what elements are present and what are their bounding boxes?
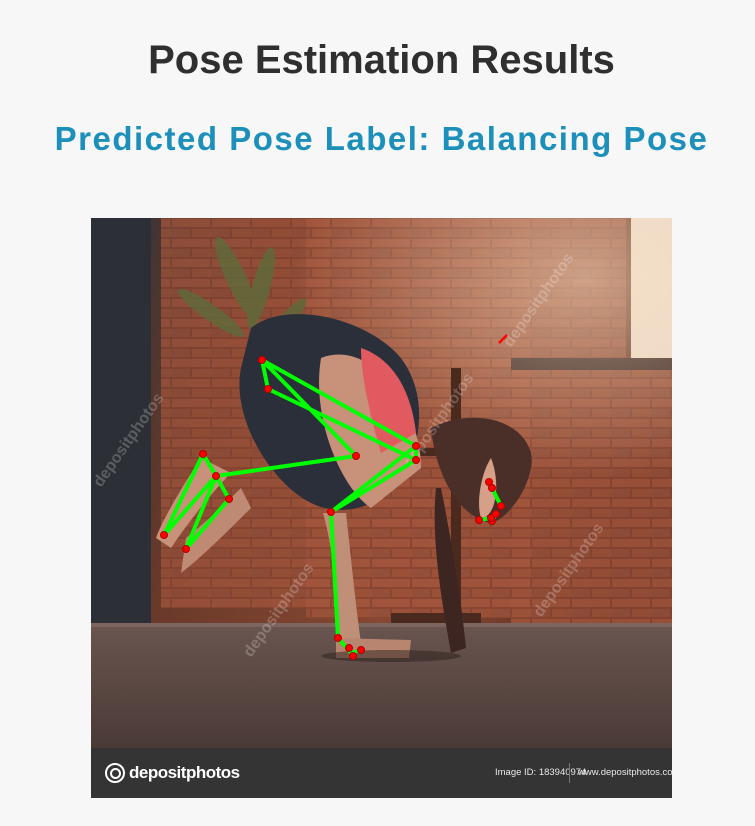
pose-keypoints [160, 356, 505, 660]
image-footer-bar: depositphotos Image ID: 183940974 www.de… [91, 748, 672, 798]
keypoint [212, 472, 220, 480]
keypoint [327, 508, 335, 516]
skeleton-limb [329, 510, 340, 640]
keypoint [412, 456, 420, 464]
keypoint [475, 516, 483, 524]
keypoint [487, 514, 495, 522]
page-title: Pose Estimation Results [148, 38, 615, 82]
skeleton-limb [162, 452, 205, 537]
keypoint [349, 652, 357, 660]
footer-divider [569, 763, 570, 783]
skeleton-limb [260, 358, 418, 448]
keypoint [199, 450, 207, 458]
skeleton-limb [214, 474, 231, 501]
keypoint [182, 545, 190, 553]
brand-logo: depositphotos [105, 761, 240, 785]
skeleton-limb [214, 454, 358, 478]
keypoint [160, 531, 168, 539]
skeleton-limb [184, 497, 231, 551]
keypoint [225, 495, 233, 503]
pose-result-image: depositphotos depositphotos depositphoto… [91, 218, 672, 798]
skeleton-limb [184, 474, 218, 551]
keypoint [334, 634, 342, 642]
keypoint [264, 385, 272, 393]
keypoint [258, 356, 266, 364]
site-url: www.depositphotos.com [578, 767, 672, 778]
keypoint [497, 502, 505, 510]
stray-keypoint-mark [498, 334, 508, 344]
predicted-pose-label: Predicted Pose Label: Balancing Pose [54, 120, 709, 157]
image-id: Image ID: 183940974 [495, 767, 587, 778]
pose-image-canvas: depositphotos depositphotos depositphoto… [91, 218, 672, 798]
skeleton-limb [329, 444, 418, 514]
keypoint [412, 442, 420, 450]
keypoint [357, 646, 365, 654]
keypoint [345, 644, 353, 652]
skeleton-limb [162, 474, 218, 537]
floor-edge [91, 623, 672, 627]
brand-name: depositphotos [129, 763, 240, 782]
keypoint [488, 484, 496, 492]
skeleton-limb [260, 358, 270, 391]
skeleton-limb [201, 452, 218, 478]
depositphotos-logo-icon [105, 763, 125, 783]
skeleton-limb [266, 387, 418, 462]
keypoint [352, 452, 360, 460]
